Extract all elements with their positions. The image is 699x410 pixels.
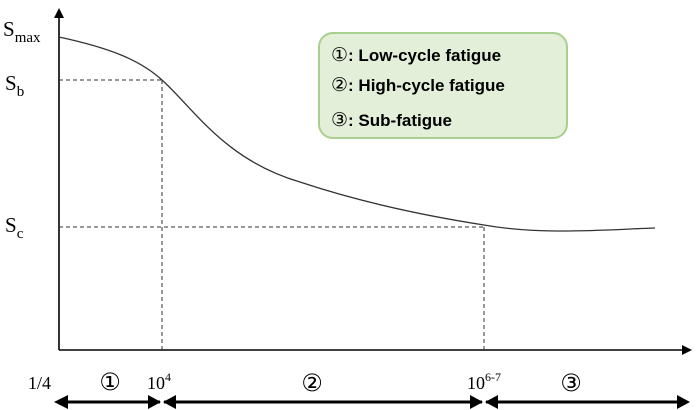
- legend-item-1: ①: Low-cycle fatigue: [331, 45, 501, 66]
- x-label-start: 1/4: [28, 373, 51, 393]
- arrow-head-right-3: [677, 395, 690, 409]
- legend-box: ①: Low-cycle fatigue ②: High-cycle fatig…: [318, 32, 568, 139]
- region-2-symbol: ②: [301, 370, 323, 397]
- arrow-head-right-1: [148, 395, 161, 409]
- y-label-sc: Sc: [5, 213, 24, 242]
- region-3-symbol: ③: [560, 370, 582, 397]
- arrow-head-left-3: [485, 395, 498, 409]
- legend-item-3: ③: Sub-fatigue: [331, 110, 452, 131]
- x-label-mark1: 104: [147, 370, 171, 393]
- x-label-mark2: 106-7: [467, 370, 501, 393]
- legend-background: [318, 32, 568, 139]
- y-label-sb: Sb: [5, 71, 24, 100]
- sn-curve: [58, 36, 656, 232]
- y-label-smax: Smax: [3, 17, 41, 46]
- legend-item-2: ②: High-cycle fatigue: [331, 75, 505, 96]
- arrow-head-left-2: [163, 395, 176, 409]
- arrow-head-left-1: [54, 395, 68, 409]
- region-1-symbol: ①: [99, 369, 121, 396]
- arrow-head-right-2: [470, 395, 483, 409]
- arrow-heads: [54, 395, 690, 409]
